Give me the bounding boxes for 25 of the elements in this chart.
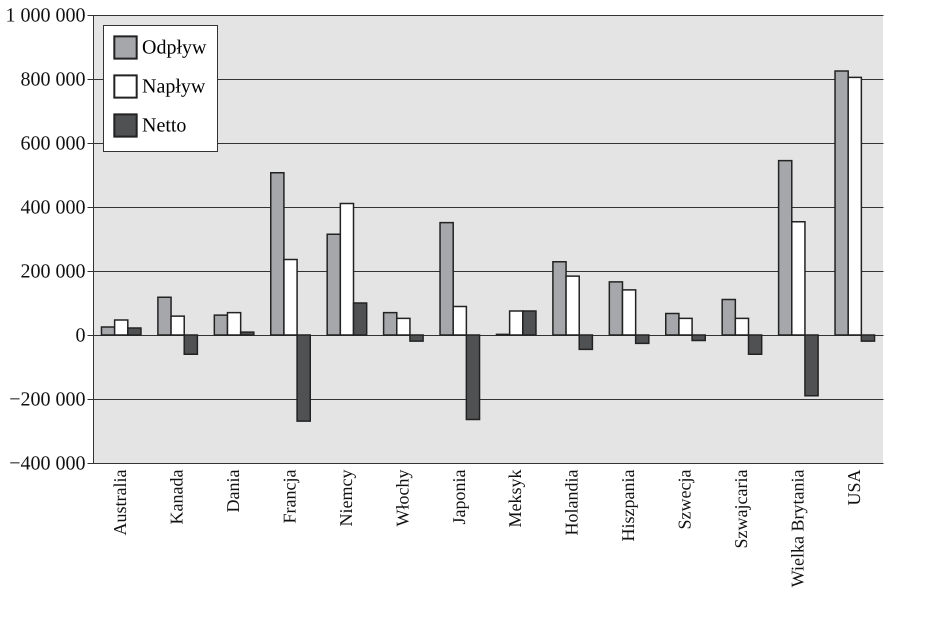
- legend-label: Netto: [142, 114, 186, 136]
- x-tick-label: Szwecja: [674, 469, 694, 530]
- legend-label: Odpływ: [142, 36, 207, 58]
- y-tick-label: 200 000: [20, 260, 86, 282]
- x-tick-label: Hiszpania: [618, 470, 638, 542]
- x-tick-label: USA: [844, 470, 864, 506]
- y-tick-label: 600 000: [20, 132, 86, 154]
- x-tick-label: Niemcy: [336, 470, 356, 526]
- x-tick-label: Kanada: [166, 469, 187, 524]
- x-tick-label: Dania: [223, 469, 244, 512]
- x-tick-label: Holandia: [562, 469, 582, 536]
- y-tick-label: −400 000: [9, 452, 86, 474]
- x-tick-label: Meksyk: [505, 470, 526, 528]
- y-tick-label: 0: [76, 324, 86, 346]
- x-tick-label: Japonia: [448, 469, 469, 524]
- y-tick-label: 800 000: [20, 68, 86, 90]
- y-tick-label: 400 000: [20, 196, 86, 218]
- x-tick-label: Szwajcaria: [730, 469, 751, 548]
- y-tick-label: 1 000 000: [6, 4, 86, 26]
- x-tick-label: Francja: [280, 470, 300, 524]
- x-tick-label: Włochy: [392, 470, 412, 526]
- y-tick-label: −200 000: [9, 388, 86, 410]
- x-tick-label: Wielka Brytania: [787, 469, 808, 588]
- x-tick-label: Australia: [110, 469, 130, 536]
- legend-label: Napływ: [142, 76, 206, 98]
